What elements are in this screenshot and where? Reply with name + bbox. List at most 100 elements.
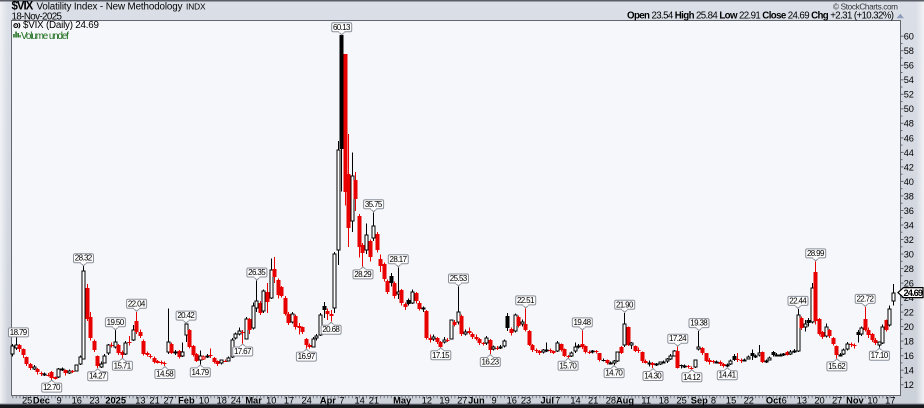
svg-text:52: 52 (904, 90, 914, 100)
svg-text:32: 32 (904, 235, 914, 245)
svg-text:20: 20 (814, 395, 824, 405)
svg-text:28: 28 (904, 264, 914, 274)
svg-text:28.29: 28.29 (354, 270, 372, 279)
svg-text:22: 22 (744, 395, 754, 405)
svg-text:17: 17 (885, 395, 895, 405)
svg-text:11: 11 (641, 395, 651, 405)
svg-text:16: 16 (507, 395, 517, 405)
svg-text:28.99: 28.99 (807, 249, 825, 258)
svg-text:28.17: 28.17 (390, 255, 408, 264)
svg-text:48: 48 (904, 119, 914, 129)
svg-text:6: 6 (782, 395, 787, 405)
svg-text:50: 50 (904, 104, 914, 114)
svg-text:23: 23 (89, 395, 99, 405)
svg-text:17.10: 17.10 (871, 351, 889, 360)
svg-text:19: 19 (439, 395, 449, 405)
svg-text:58: 58 (904, 46, 914, 56)
svg-text:18: 18 (904, 337, 914, 347)
svg-text:21: 21 (369, 395, 379, 405)
svg-text:56: 56 (904, 61, 914, 71)
svg-text:24.69: 24.69 (904, 288, 924, 298)
svg-text:14.79: 14.79 (192, 368, 210, 377)
svg-text:60.13: 60.13 (333, 23, 351, 32)
svg-text:17: 17 (284, 395, 294, 405)
svg-text:60: 60 (904, 32, 914, 42)
svg-text:$VIX: $VIX (12, 0, 34, 12)
svg-text:22: 22 (904, 308, 914, 318)
svg-text:Dec: Dec (33, 395, 50, 405)
svg-text:Feb: Feb (178, 395, 195, 405)
svg-text:24: 24 (302, 395, 312, 405)
svg-text:44: 44 (904, 148, 914, 158)
svg-text:15.62: 15.62 (828, 362, 846, 371)
svg-text:9: 9 (492, 395, 497, 405)
svg-text:14.70: 14.70 (605, 369, 623, 378)
svg-text:9: 9 (57, 395, 62, 405)
svg-text:Volatility Index - New Methodo: Volatility Index - New Methodology (37, 1, 183, 12)
svg-text:INDX: INDX (186, 1, 206, 11)
svg-text:10: 10 (199, 395, 209, 405)
svg-text:14: 14 (570, 395, 580, 405)
svg-text:16.23: 16.23 (482, 358, 500, 367)
svg-text:Open 23.54 High 25.84 Low 22: Open 23.54 High 25.84 Low 22.91 Close 24… (627, 11, 894, 22)
svg-text:12: 12 (904, 380, 914, 390)
svg-text:14: 14 (355, 395, 365, 405)
svg-text:21: 21 (149, 395, 159, 405)
svg-text:13: 13 (797, 395, 807, 405)
svg-text:14.27: 14.27 (89, 372, 107, 381)
svg-text:© StockCharts.com: © StockCharts.com (833, 3, 898, 12)
svg-text:20.42: 20.42 (177, 311, 195, 320)
svg-text:14.12: 14.12 (683, 373, 701, 382)
svg-text:20.68: 20.68 (322, 325, 340, 334)
svg-text:17.15: 17.15 (432, 351, 450, 360)
svg-text:27: 27 (832, 395, 842, 405)
svg-text:Oct: Oct (766, 395, 782, 405)
svg-text:30: 30 (904, 249, 914, 259)
svg-text:28: 28 (606, 395, 616, 405)
svg-text:Aug: Aug (616, 395, 634, 405)
svg-text:14.30: 14.30 (644, 372, 662, 381)
svg-text:16.97: 16.97 (298, 352, 316, 361)
svg-text:46: 46 (904, 133, 914, 143)
svg-text:10: 10 (867, 395, 877, 405)
svg-text:16: 16 (904, 351, 914, 361)
svg-text:12.70: 12.70 (43, 383, 61, 392)
svg-text:22.04: 22.04 (128, 299, 146, 308)
svg-text:18.79: 18.79 (10, 328, 28, 337)
svg-text:17.24: 17.24 (669, 334, 687, 343)
svg-text:19.48: 19.48 (574, 318, 592, 327)
svg-text:18: 18 (659, 395, 669, 405)
svg-text:27: 27 (457, 395, 467, 405)
svg-text:23: 23 (521, 395, 531, 405)
svg-text:36: 36 (904, 206, 914, 216)
svg-text:15.70: 15.70 (559, 361, 577, 370)
svg-text:18: 18 (217, 395, 227, 405)
svg-text:28.32: 28.32 (75, 254, 93, 263)
svg-text:Sep: Sep (691, 395, 708, 405)
svg-text:27: 27 (164, 395, 174, 405)
svg-text:26.35: 26.35 (248, 268, 266, 277)
svg-text:14.58: 14.58 (156, 370, 174, 379)
svg-text:24: 24 (231, 395, 241, 405)
svg-text:26: 26 (904, 279, 914, 289)
svg-text:25: 25 (676, 395, 686, 405)
svg-text:54: 54 (904, 75, 914, 85)
svg-text:Jun: Jun (468, 395, 485, 405)
svg-text:Mar: Mar (245, 395, 262, 405)
svg-text:14: 14 (904, 366, 914, 376)
svg-text:18-Nov-2025: 18-Nov-2025 (12, 11, 63, 22)
svg-text:12: 12 (422, 395, 432, 405)
svg-text:15: 15 (726, 395, 736, 405)
svg-text:14.41: 14.41 (719, 371, 737, 380)
svg-text:2025: 2025 (105, 395, 126, 405)
svg-text:20: 20 (904, 322, 914, 332)
svg-text:42: 42 (904, 162, 914, 172)
svg-text:Apr: Apr (320, 395, 336, 405)
svg-text:35.75: 35.75 (365, 200, 383, 209)
svg-text:May: May (393, 395, 412, 405)
svg-text:17.67: 17.67 (234, 347, 252, 356)
svg-text:21: 21 (588, 395, 598, 405)
svg-text:21.90: 21.90 (616, 300, 634, 309)
svg-text:13: 13 (135, 395, 145, 405)
svg-text:Jul: Jul (540, 395, 553, 405)
